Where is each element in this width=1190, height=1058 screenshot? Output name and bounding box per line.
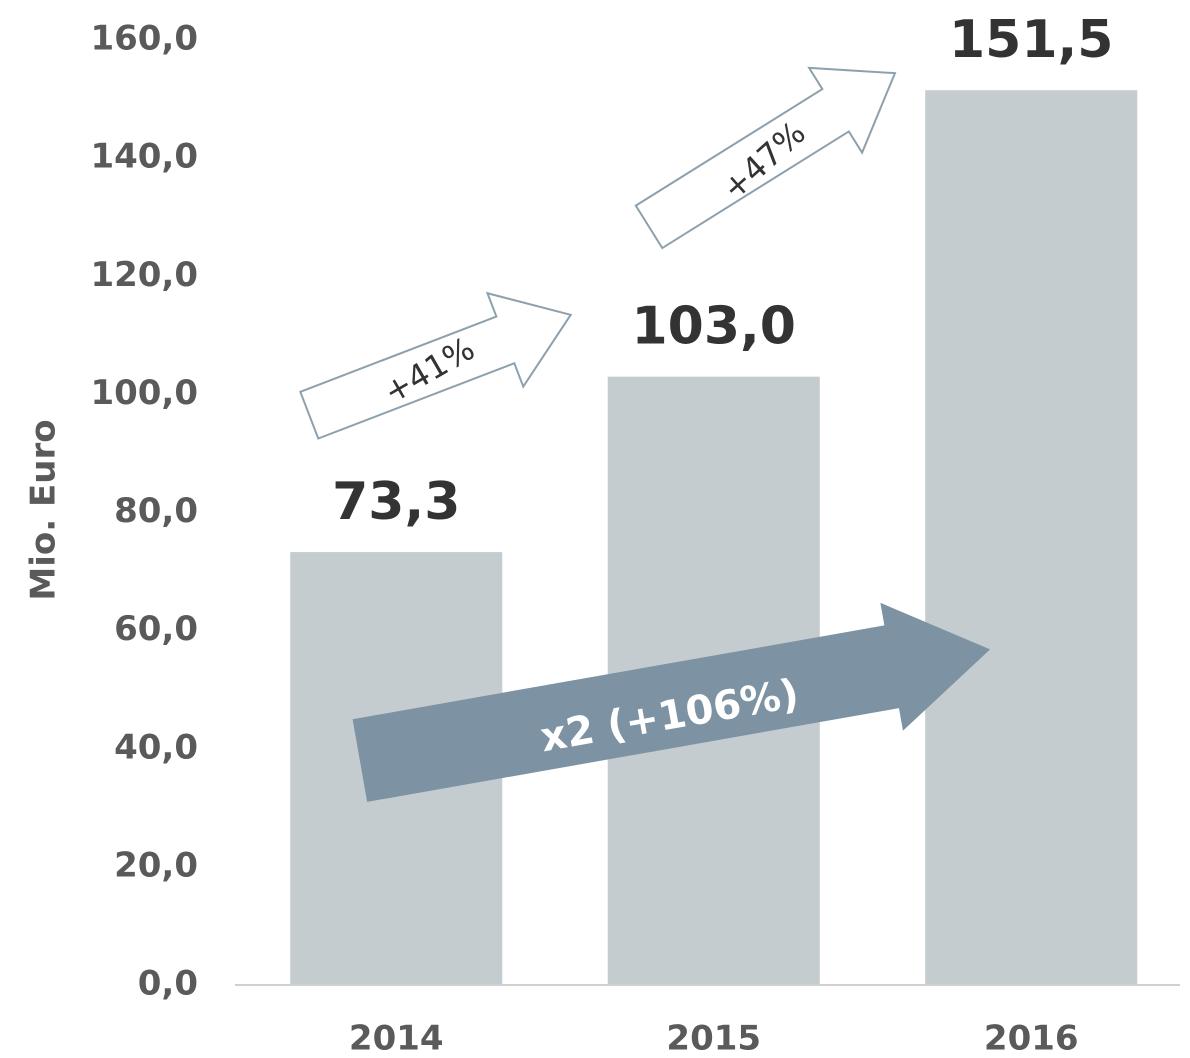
y-tick-label: 160,0 [90, 19, 198, 59]
x-tick-label: 2015 [666, 1019, 761, 1058]
x-tick-label: 2016 [984, 1019, 1079, 1058]
y-tick-label: 0,0 [138, 964, 198, 1004]
y-tick-label: 40,0 [114, 727, 198, 767]
arrow-double [352, 602, 991, 802]
bars [290, 90, 1138, 985]
value-label: 73,3 [332, 472, 460, 532]
bar [925, 90, 1138, 985]
arrow-shape [299, 291, 573, 440]
y-axis-label: Mio. Euro [24, 419, 64, 600]
arrow-41 [299, 291, 573, 440]
arrow-shape [634, 66, 897, 250]
value-label: 151,5 [949, 10, 1113, 70]
y-tick-label: 140,0 [90, 137, 198, 177]
arrow-shape [352, 602, 991, 802]
y-tick-label: 20,0 [114, 845, 198, 885]
x-tick-label: 2014 [349, 1019, 444, 1058]
y-tick-label: 80,0 [114, 491, 198, 531]
value-label: 103,0 [632, 297, 796, 357]
y-tick-label: 120,0 [90, 255, 198, 295]
y-tick-label: 100,0 [90, 373, 198, 413]
arrow-47 [634, 66, 897, 250]
y-tick-label: 60,0 [114, 609, 198, 649]
